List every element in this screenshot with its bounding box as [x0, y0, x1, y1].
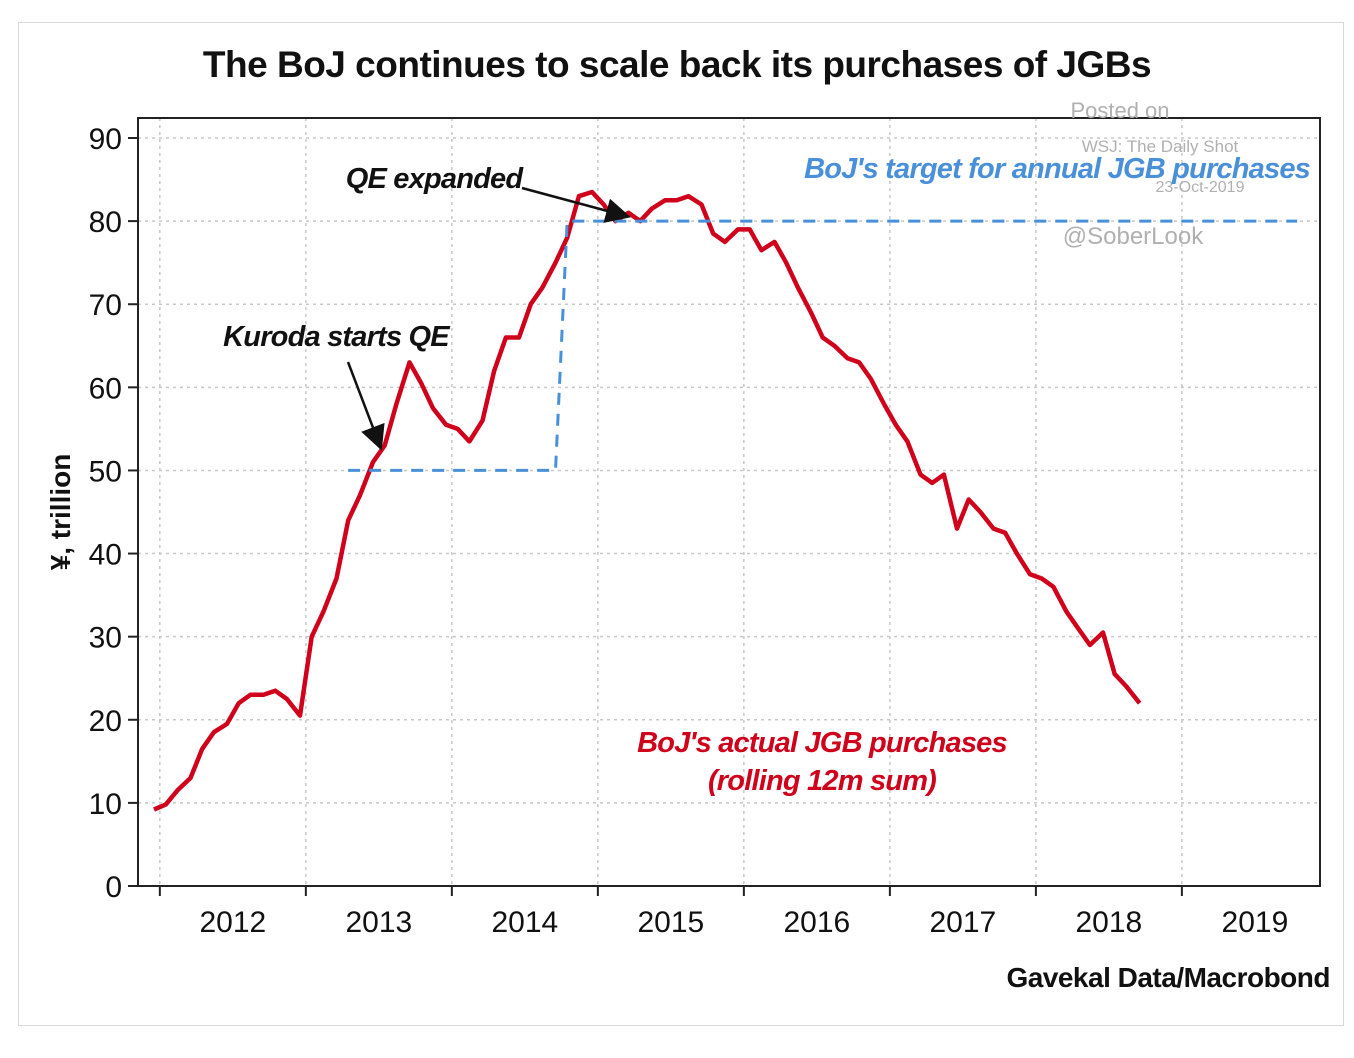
x-tick-label: 2017: [930, 906, 997, 939]
x-tick-label: 2018: [1076, 906, 1143, 939]
actual-series-label: BoJ's actual JGB purchases: [637, 727, 1007, 759]
watermark: Posted on WSJ: The Daily Shot 23-Oct-2019 @…: [1063, 98, 1245, 250]
x-tick-label: 2013: [345, 906, 412, 939]
y-tick-label: 30: [89, 622, 122, 655]
y-tick-label: 40: [89, 539, 122, 572]
axes: 0 10 20 30 40 50 60 70 80 90 2012 2013 2014 2015 2016 2…: [45, 117, 1321, 939]
annotation-arrow: [521, 186, 631, 223]
y-axis-label: ¥, trillion: [45, 454, 76, 571]
x-tick-label: 2012: [199, 906, 266, 939]
chart-title: The BoJ continues to scale back its purc…: [202, 44, 1152, 85]
annotation-label: QE expanded: [346, 163, 525, 195]
y-tick-label: 20: [89, 705, 122, 738]
annotation-arrow: [346, 361, 385, 451]
target-series-line: [348, 219, 1298, 472]
watermark-text: 23-Oct-2019: [1156, 179, 1245, 196]
x-tick-label: 2016: [783, 906, 850, 939]
target-series-label: BoJ's target for annual JGB purchases: [804, 153, 1311, 185]
x-tick-label: 2014: [491, 906, 558, 939]
y-tick-label: 0: [105, 871, 122, 904]
series-layer: [153, 189, 1298, 812]
y-tick-label: 80: [89, 206, 122, 239]
actual-series-label: (rolling 12m sum): [708, 765, 936, 797]
annotation-label: Kuroda starts QE: [223, 321, 451, 353]
annotations: BoJ's target for annual JGB purchases BoJ…: [223, 153, 1311, 797]
y-tick-label: 90: [89, 123, 122, 156]
y-tick-label: 50: [89, 455, 122, 488]
source-note: Gavekal Data/Macrobond: [1006, 962, 1330, 993]
y-tick-label: 60: [89, 372, 122, 405]
y-tick-label: 10: [89, 788, 122, 821]
watermark-text: @SoberLook: [1063, 223, 1204, 250]
x-tick-label: 2015: [637, 906, 704, 939]
x-tick-label: 2019: [1222, 906, 1289, 939]
watermark-text: WSJ: The Daily Shot: [1082, 137, 1239, 156]
chart-frame: [18, 22, 1344, 1026]
plot-area: [137, 117, 1321, 887]
actual-series-line: [153, 189, 1142, 812]
watermark-text: Posted on: [1070, 98, 1169, 123]
y-tick-label: 70: [89, 289, 122, 322]
